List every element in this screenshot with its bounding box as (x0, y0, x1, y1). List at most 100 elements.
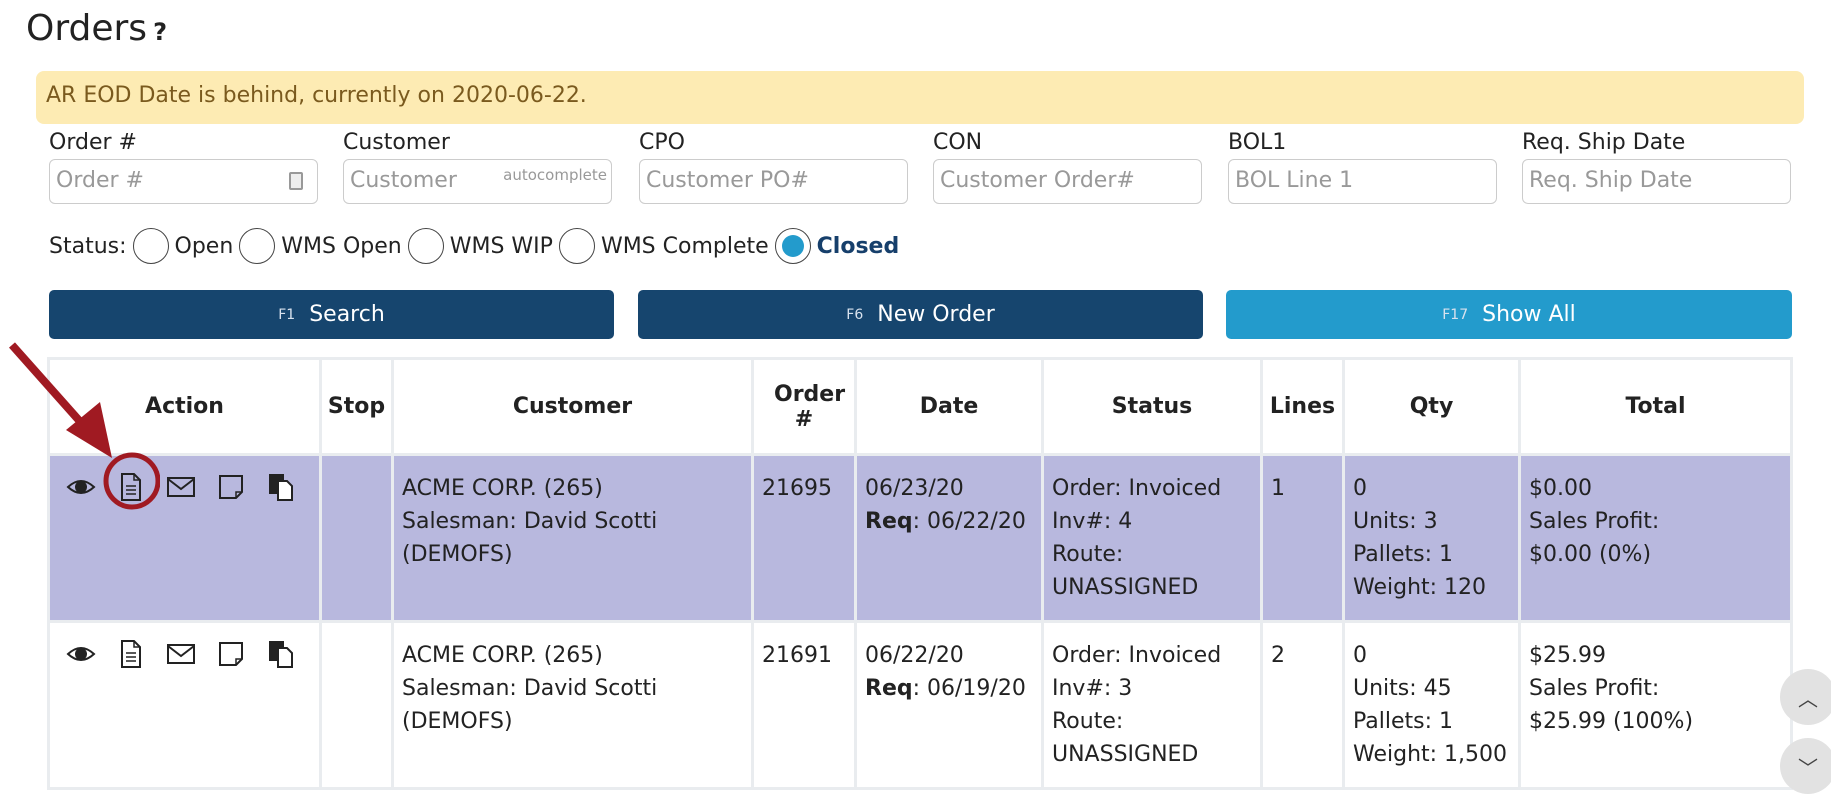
copy-icon[interactable] (266, 472, 296, 512)
cpo-filter: CPO Customer PO# (639, 130, 908, 204)
col-lines[interactable]: Lines (1260, 357, 1345, 456)
route: UNASSIGNED (1052, 742, 1199, 767)
qty: 0 (1353, 643, 1367, 668)
stop-cell (319, 620, 394, 790)
salesman: Salesman: David Scotti (402, 676, 658, 701)
note-icon[interactable] (216, 639, 246, 679)
customer: ACME CORP. (265) (402, 643, 603, 668)
salesman-code: (DEMOFS) (402, 709, 513, 734)
col-stop[interactable]: Stop (319, 357, 394, 456)
status-radio-wms-wip[interactable] (407, 228, 444, 264)
scroll-up-button[interactable]: ︿ (1780, 669, 1831, 725)
order-number-filter: Order # Order # (49, 130, 318, 204)
search-button[interactable]: F1 Search (49, 290, 614, 339)
route-label: Route: (1052, 542, 1124, 567)
eye-icon[interactable] (66, 472, 96, 512)
col-action: Action (47, 357, 322, 456)
customer: ACME CORP. (265) (402, 476, 603, 501)
salesman: Salesman: David Scotti (402, 509, 658, 534)
customer-filter: Customer Customer autocomplete (343, 130, 612, 204)
pallets: Pallets: 1 (1353, 542, 1454, 567)
order: 21695 (762, 476, 832, 501)
qty-cell: 0 Units: 3 Pallets: 1 Weight: 120 (1342, 453, 1521, 623)
status: Order: Invoiced (1052, 476, 1222, 501)
qty: 0 (1353, 476, 1367, 501)
status-cell: Order: Invoiced Inv#: 3 Route: UNASSIGNED (1041, 620, 1263, 790)
date-cell: 06/23/20 Req: 06/22/20 (854, 453, 1044, 623)
scroll-down-button[interactable]: ﹀ (1780, 738, 1831, 794)
envelope-icon[interactable] (166, 639, 196, 679)
status-radio-open[interactable] (132, 228, 169, 264)
stop-cell (319, 453, 394, 623)
order-number-cell[interactable]: 21691 (751, 620, 857, 790)
contact-card-icon (289, 172, 303, 190)
new-order-button[interactable]: F6 New Order (638, 290, 1203, 339)
page-title: Orders? (26, 8, 167, 49)
lines-cell: 2 (1260, 620, 1345, 790)
units: Units: 45 (1353, 676, 1452, 701)
col-date[interactable]: Date (854, 357, 1044, 456)
table-row[interactable]: ACME CORP. (265) Salesman: David Scotti (D… (47, 453, 1793, 623)
order: 21691 (762, 643, 832, 668)
lines-cell: 1 (1260, 453, 1345, 623)
action-cell (47, 620, 322, 790)
col-order[interactable]: Order # (751, 357, 857, 456)
note-icon[interactable] (216, 472, 246, 512)
status-radio-wms-complete[interactable] (558, 228, 595, 264)
total: $25.99 (1529, 643, 1606, 668)
req-label: Req (865, 676, 913, 701)
qty-cell: 0 Units: 45 Pallets: 1 Weight: 1,500 (1342, 620, 1521, 790)
total: $0.00 (1529, 476, 1592, 501)
table-row[interactable]: ACME CORP. (265) Salesman: David Scotti (D… (47, 620, 1793, 790)
weight: Weight: 120 (1353, 575, 1487, 600)
bol1-input[interactable]: BOL Line 1 (1228, 159, 1497, 204)
cpo-input[interactable]: Customer PO# (639, 159, 908, 204)
eye-icon[interactable] (66, 639, 96, 679)
col-qty[interactable]: Qty (1342, 357, 1521, 456)
table-header: Action Stop Customer Order # Date Status… (47, 357, 1793, 456)
req: : 06/22/20 (912, 509, 1026, 534)
route: UNASSIGNED (1052, 575, 1199, 600)
profit-label: Sales Profit: (1529, 509, 1660, 534)
chevron-down-icon: ﹀ (1798, 755, 1818, 780)
show-all-button[interactable]: F17 Show All (1226, 290, 1792, 339)
document-icon[interactable] (116, 639, 146, 679)
status: Order: Invoiced (1052, 643, 1222, 668)
status-radio-wms-open[interactable] (239, 228, 276, 264)
date: 06/23/20 (865, 476, 964, 501)
weight: Weight: 1,500 (1353, 742, 1508, 767)
pallets: Pallets: 1 (1353, 709, 1454, 734)
eod-alert: AR EOD Date is behind, currently on 2020… (36, 71, 1804, 124)
status-filter: Status: Open WMS Open WMS WIP WMS Comple… (49, 228, 899, 264)
status-cell: Order: Invoiced Inv#: 4 Route: UNASSIGNED (1041, 453, 1263, 623)
customer-cell: ACME CORP. (265) Salesman: David Scotti (D… (391, 620, 754, 790)
total-cell: $25.99 Sales Profit: $25.99 (100%) (1518, 620, 1793, 790)
col-customer[interactable]: Customer (391, 357, 754, 456)
help-icon[interactable]: ? (153, 18, 167, 46)
req-ship-date-input[interactable]: Req. Ship Date (1522, 159, 1791, 204)
action-cell (47, 453, 322, 623)
order-number-cell[interactable]: 21695 (751, 453, 857, 623)
inv: Inv#: 4 (1052, 509, 1133, 534)
req-ship-date-filter: Req. Ship Date Req. Ship Date (1522, 130, 1791, 204)
envelope-icon[interactable] (166, 472, 196, 512)
profit: $0.00 (0%) (1529, 542, 1652, 567)
copy-icon[interactable] (266, 639, 296, 679)
req-label: Req (865, 509, 913, 534)
date-cell: 06/22/20 Req: 06/19/20 (854, 620, 1044, 790)
order-number-input[interactable]: Order # (49, 159, 318, 204)
profit: $25.99 (100%) (1529, 709, 1694, 734)
con-input[interactable]: Customer Order# (933, 159, 1202, 204)
inv: Inv#: 3 (1052, 676, 1133, 701)
customer-input[interactable]: Customer autocomplete (343, 159, 612, 204)
lines: 1 (1271, 476, 1285, 501)
lines: 2 (1271, 643, 1285, 668)
status-radio-closed[interactable] (774, 228, 811, 264)
con-filter: CON Customer Order# (933, 130, 1202, 204)
col-status[interactable]: Status (1041, 357, 1263, 456)
col-total[interactable]: Total (1518, 357, 1793, 456)
document-icon[interactable] (116, 472, 146, 512)
salesman-code: (DEMOFS) (402, 542, 513, 567)
orders-table: Action Stop Customer Order # Date Status… (47, 357, 1793, 790)
profit-label: Sales Profit: (1529, 676, 1660, 701)
